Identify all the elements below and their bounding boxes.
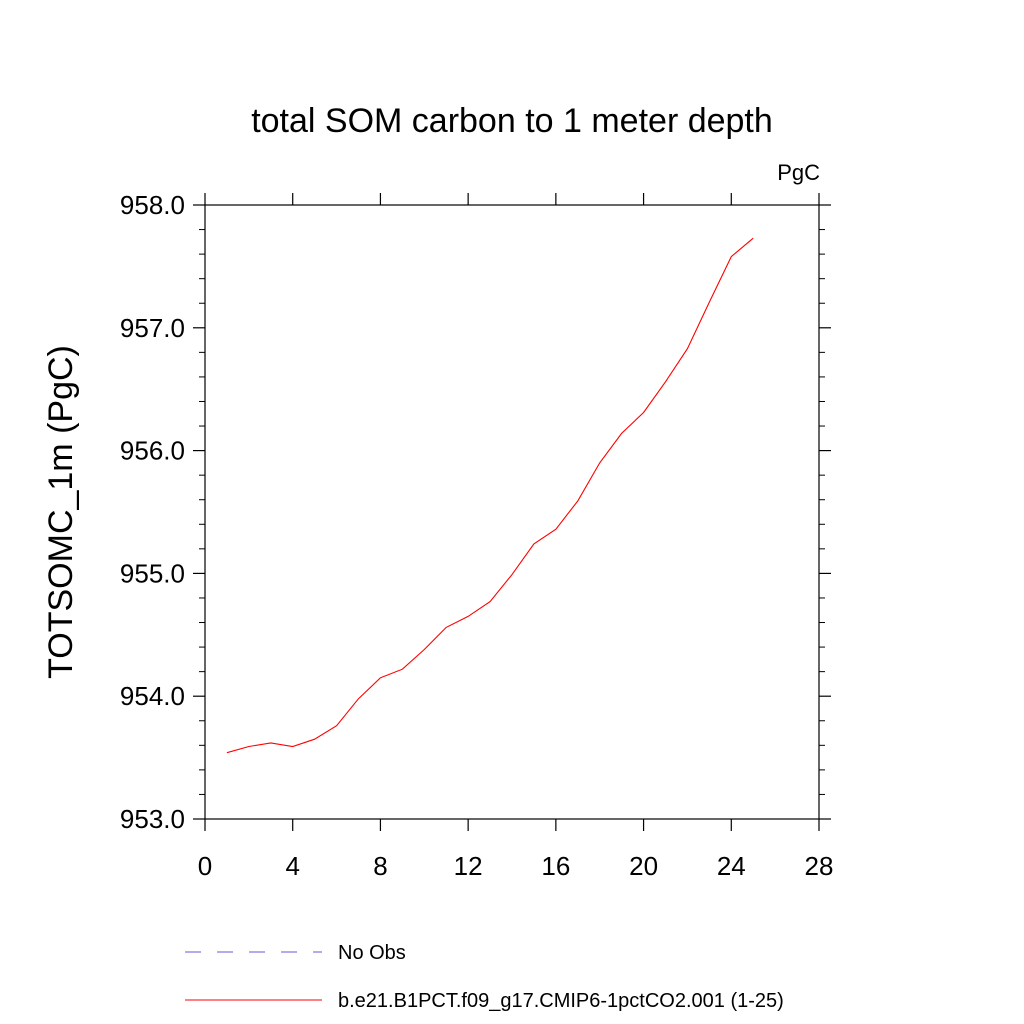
plot-frame [204, 204, 820, 820]
series-line [226, 237, 754, 754]
legend-label: b.e21.B1PCT.f09_g17.CMIP6-1pctCO2.001 (1… [338, 990, 784, 1012]
axis-ticks: 0 4 8 12 16 20 24 28 953.0 954.0 955.0 956.0 957.0 95… [120, 190, 834, 881]
x-tick-label: 4 [285, 851, 299, 881]
x-tick-label: 24 [717, 851, 746, 881]
y-tick-label: 956.0 [120, 436, 185, 466]
x-tick-label: 12 [454, 851, 483, 881]
x-tick-label: 16 [541, 851, 570, 881]
y-tick-label: 955.0 [120, 558, 185, 588]
x-tick-label: 20 [629, 851, 658, 881]
x-tick-label: 0 [198, 851, 212, 881]
y-axis-label: TOTSOMC_1m (PgC) [42, 345, 80, 679]
units-label: PgC [777, 160, 820, 185]
series-layer [226, 237, 754, 754]
legend: No Obs b.e21.B1PCT.f09_g17.CMIP6-1pctCO2.… [185, 942, 784, 1012]
chart-title: total SOM carbon to 1 meter depth [251, 102, 773, 140]
x-tick-label: 8 [373, 851, 387, 881]
y-tick-label: 953.0 [120, 804, 185, 834]
legend-label: No Obs [338, 942, 406, 964]
y-tick-label: 954.0 [120, 681, 185, 711]
y-tick-label: 958.0 [120, 190, 185, 220]
x-tick-label: 28 [805, 851, 834, 881]
y-tick-label: 957.0 [120, 313, 185, 343]
